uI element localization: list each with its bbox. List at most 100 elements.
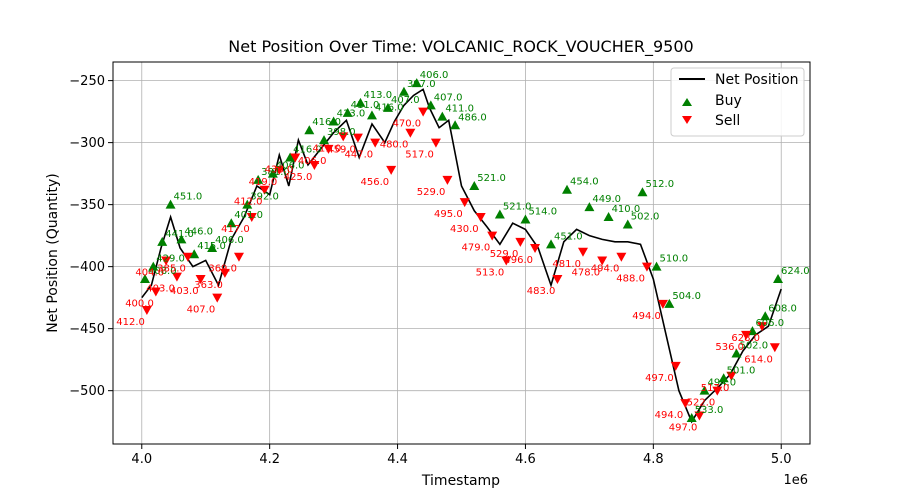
buy-label: 606.0 <box>755 318 784 329</box>
buy-marker <box>267 168 278 178</box>
buy-marker <box>699 385 710 395</box>
buy-label: 501.0 <box>727 365 756 376</box>
buy-marker <box>686 412 697 422</box>
y-tick-label: −500 <box>69 384 105 399</box>
buy-label: 446.0 <box>184 226 213 237</box>
sell-marker <box>670 361 681 371</box>
buy-label: 429.0 <box>156 254 185 265</box>
sell-marker <box>323 144 334 154</box>
sell-marker <box>338 132 349 142</box>
sell-marker <box>150 287 161 297</box>
sell-marker <box>233 252 244 262</box>
buy-marker <box>139 274 150 284</box>
sell-label: 494.0 <box>591 264 620 275</box>
sell-label: 412.0 <box>234 197 263 208</box>
sell-label: 404.0 <box>135 267 164 278</box>
buy-label: 512.0 <box>645 179 674 190</box>
buy-marker <box>469 181 480 191</box>
buy-marker <box>319 135 330 145</box>
sell-label: 478.0 <box>572 267 601 278</box>
buy-label: 407.0 <box>391 95 420 106</box>
sell-label: 483.0 <box>527 286 556 297</box>
sell-marker <box>442 175 453 185</box>
sell-label: 488.0 <box>616 274 645 285</box>
buy-label: 533.0 <box>695 405 724 416</box>
sell-marker <box>657 299 668 309</box>
buy-label: 411.0 <box>445 104 474 115</box>
buy-label: 392.0 <box>250 192 279 203</box>
sell-marker <box>757 322 768 332</box>
trade-labels: 408.0429.0441.0451.0446.0415.0406.0401.0… <box>116 70 809 433</box>
sell-marker <box>712 386 723 396</box>
buy-label: 441.0 <box>165 229 194 240</box>
sell-marker <box>219 268 230 278</box>
buy-label: 504.0 <box>672 291 701 302</box>
buy-marker <box>760 311 771 321</box>
y-tick-label: −250 <box>69 74 105 89</box>
buy-marker <box>622 219 633 229</box>
sell-marker <box>501 256 512 266</box>
buy-marker <box>328 116 339 126</box>
net-position-line-layer <box>141 88 782 424</box>
sell-label: 400.0 <box>125 298 154 309</box>
sell-marker <box>259 185 270 195</box>
y-tick-label: −300 <box>69 136 105 151</box>
legend-net-position: Net Position <box>715 72 799 88</box>
buy-marker <box>584 202 595 212</box>
buy-marker <box>398 86 409 96</box>
legend-buy: Buy <box>715 93 742 109</box>
legend: Net Position Buy Sell <box>670 67 805 137</box>
sell-marker <box>694 411 705 421</box>
sell-marker <box>515 237 526 247</box>
buy-label: 408.0 <box>148 266 177 277</box>
buy-marker <box>411 78 422 88</box>
sell-label: 430.0 <box>450 224 479 235</box>
buy-label: 510.0 <box>660 254 689 265</box>
sell-marker <box>680 399 691 409</box>
sell-label: 407.0 <box>187 305 216 316</box>
buy-marker <box>747 326 758 336</box>
buy-marker <box>366 110 377 120</box>
buy-marker <box>176 234 187 244</box>
sell-label: 614.0 <box>744 354 773 365</box>
sell-marker <box>386 165 397 175</box>
sell-label: 496.0 <box>504 255 533 266</box>
buy-marker <box>304 125 315 135</box>
legend-box <box>670 67 805 137</box>
sell-label: 497.0 <box>669 422 698 433</box>
buy-label: 514.0 <box>528 207 557 218</box>
sell-marker <box>726 371 737 381</box>
sell-marker <box>309 160 320 170</box>
sell-label: 425.0 <box>284 172 313 183</box>
buy-marker <box>242 199 253 209</box>
buy-marker <box>382 102 393 112</box>
sell-label: 406.0 <box>298 156 327 167</box>
sell-marker <box>475 213 486 223</box>
buy-label: 415.0 <box>197 241 226 252</box>
buy-label: 413.0 <box>363 90 392 101</box>
sell-label: 497.0 <box>645 373 674 384</box>
sell-label: 517.0 <box>701 383 730 394</box>
buy-label: 407.0 <box>434 92 463 103</box>
y-tick-label: −350 <box>69 198 105 213</box>
buy-marker <box>342 107 353 117</box>
buy-label: 454.0 <box>570 177 599 188</box>
x-tick-label: 4.6 <box>515 452 536 467</box>
sell-label: 419.0 <box>249 177 278 188</box>
buy-label: 416.0 <box>312 117 341 128</box>
x-tick-label: 4.0 <box>131 452 152 467</box>
sell-label: 522.0 <box>687 398 716 409</box>
buy-label: 411.0 <box>351 100 380 111</box>
buy-label: 451.0 <box>554 231 583 242</box>
buy-marker <box>450 120 461 130</box>
sell-marker <box>171 272 182 282</box>
legend-sell: Sell <box>715 113 740 129</box>
buy-marker <box>355 97 366 107</box>
sell-marker <box>769 343 780 353</box>
buy-label: 406.0 <box>420 70 449 81</box>
buy-label: 451.0 <box>174 192 203 203</box>
buy-marker <box>437 111 448 121</box>
buy-marker <box>664 298 675 308</box>
